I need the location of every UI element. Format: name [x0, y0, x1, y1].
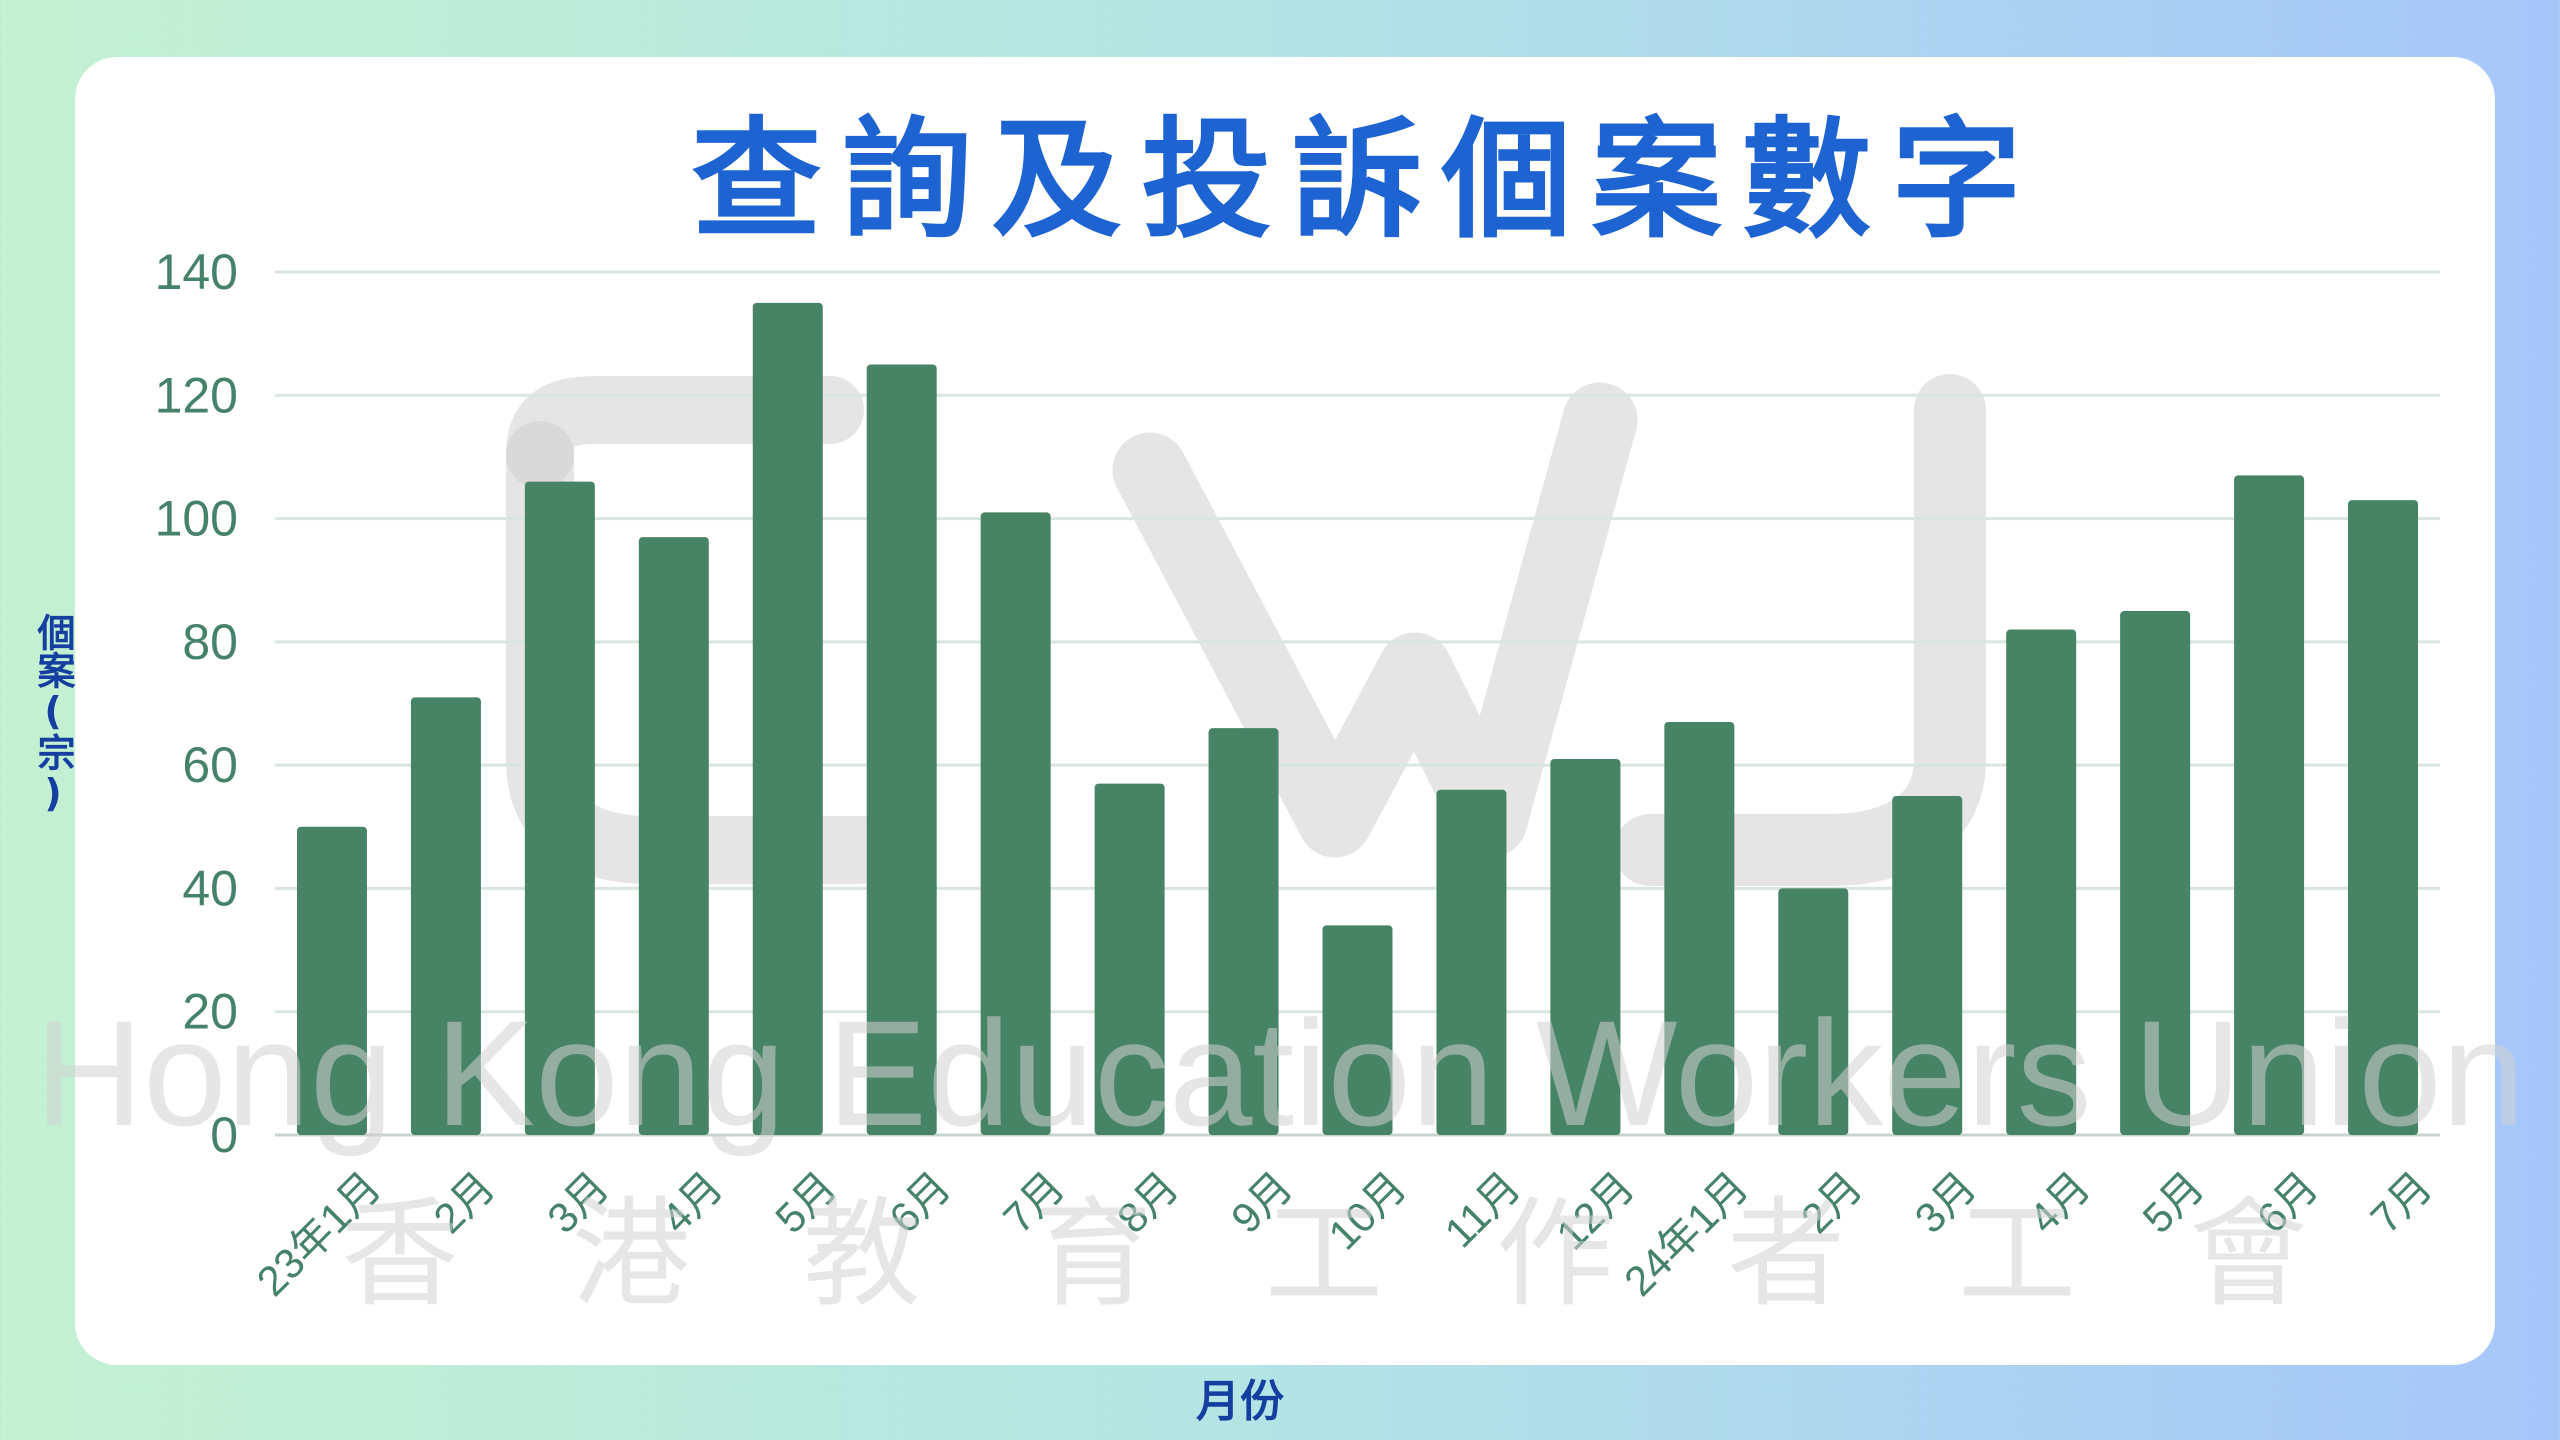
bar: [866, 364, 937, 1135]
bar: [296, 826, 367, 1135]
watermark-chinese-char: 工: [1265, 1185, 1383, 1323]
bar: [752, 302, 823, 1136]
y-tick-label: 120: [155, 367, 238, 423]
y-tick-label: 0: [210, 1107, 238, 1163]
y-tick-label: 80: [182, 614, 238, 670]
bar: [1094, 783, 1165, 1135]
y-tick-label: 20: [182, 984, 238, 1040]
y-tick-label: 40: [182, 860, 238, 916]
bar: [1208, 728, 1279, 1135]
watermark-chinese-char: 港: [572, 1185, 690, 1323]
chart-title: 查詢及投訴個案數字: [691, 104, 2042, 256]
bar: [1550, 758, 1621, 1135]
y-tick-label: 140: [155, 244, 238, 300]
y-tick-labels: 0 20 40 60 80 100 120 140: [155, 244, 238, 1163]
x-axis-label: 月份: [1196, 1376, 1284, 1427]
watermark-chinese-char: 工: [1958, 1185, 2076, 1323]
y-axis-label: 個案(宗): [31, 613, 75, 815]
bar: [410, 697, 481, 1135]
bar: [1322, 925, 1393, 1135]
bar: [1664, 721, 1735, 1135]
y-tick-label: 60: [182, 737, 238, 793]
watermark-chinese-char: 作: [1496, 1185, 1614, 1323]
y-tick-label: 100: [155, 491, 238, 547]
watermark-english: Hong Kong Education Workers Union: [35, 989, 2525, 1157]
watermark-chinese-char: 香: [341, 1185, 459, 1323]
watermark-chinese-char: 會: [2189, 1185, 2307, 1323]
watermark-chinese-char: 育: [1034, 1185, 1152, 1323]
x-tick-label: 7月: [2361, 1163, 2440, 1242]
bar: [1778, 888, 1849, 1135]
bar: [638, 537, 709, 1135]
bar: [524, 481, 595, 1136]
watermark-chinese-char: 者: [1727, 1185, 1845, 1323]
bar: [2234, 475, 2305, 1136]
watermark-chinese-char: 教: [803, 1185, 921, 1323]
bar: [2006, 629, 2077, 1135]
bar-group: [296, 302, 2419, 1136]
bar: [2348, 500, 2419, 1135]
bar: [1436, 789, 1507, 1135]
bar: [1892, 795, 1963, 1135]
bar: [2120, 611, 2191, 1135]
bar: [980, 512, 1051, 1135]
watermark-chinese: 香港教育工作者工會: [341, 1185, 2307, 1323]
